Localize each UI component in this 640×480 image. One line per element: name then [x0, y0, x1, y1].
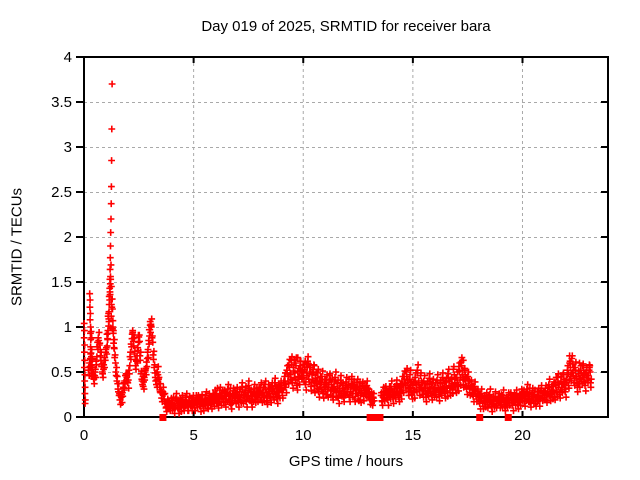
y-tick-label: 1	[64, 319, 72, 336]
data-points	[80, 80, 595, 417]
y-tick-label: 3	[64, 139, 72, 156]
zero-value-point	[159, 414, 167, 421]
y-tick-label: 0	[64, 409, 72, 426]
y-tick-label: 2.5	[51, 184, 72, 201]
chart-title: Day 019 of 2025, SRMTID for receiver bar…	[201, 18, 491, 35]
zero-value-point	[369, 414, 377, 421]
y-tick-label: 2	[64, 229, 72, 246]
x-tick-label: 15	[405, 427, 422, 444]
y-tick-label: 4	[64, 49, 72, 66]
zero-value-point	[504, 414, 512, 421]
x-axis-label: GPS time / hours	[288, 453, 404, 470]
y-tick-label: 3.5	[51, 94, 72, 111]
x-tick-label: 10	[295, 427, 312, 444]
zero-value-point	[376, 414, 384, 421]
x-tick-label: 20	[514, 427, 531, 444]
zero-value-point	[476, 414, 484, 421]
x-tick-label: 5	[189, 427, 197, 444]
y-tick-label: 0.5	[51, 364, 72, 381]
x-tick-label: 0	[80, 427, 88, 444]
y-tick-label: 1.5	[51, 274, 72, 291]
